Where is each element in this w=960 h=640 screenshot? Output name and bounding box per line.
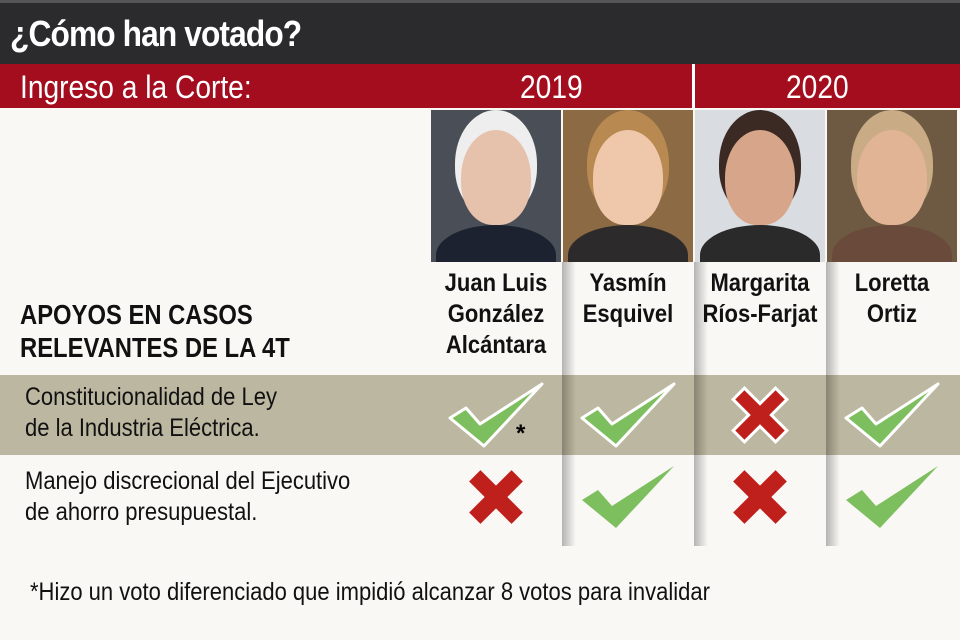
column-divider <box>694 262 708 546</box>
cross-icon <box>446 462 546 532</box>
entry-label: Ingreso a la Corte: <box>20 69 252 105</box>
year-2019: 2019 <box>520 69 583 105</box>
entry-bar: Ingreso a la Corte: 2019 2020 <box>0 64 960 108</box>
justice-photo <box>563 110 693 262</box>
check-icon <box>446 380 546 450</box>
justice-name: Juan Luis González Alcántara <box>444 269 548 359</box>
justice-name: Yasmín Esquivel <box>582 269 674 328</box>
footnote: *Hizo un voto diferenciado que impidió a… <box>30 578 710 606</box>
section-title: APOYOS EN CASOS RELEVANTES DE LA 4T <box>20 299 290 363</box>
justice-name: Margarita Ríos-Farjat <box>702 269 818 328</box>
case-label: Manejo discrecional del Ejecutivo de ahor… <box>25 467 351 526</box>
cross-icon <box>710 462 810 532</box>
justice-name: Loretta Ortiz <box>854 269 930 328</box>
case-label: Constitucionalidad de Ley de la Industria… <box>25 383 277 442</box>
column-divider <box>562 262 576 546</box>
page-title: ¿Cómo han votado? <box>10 13 302 54</box>
column-divider <box>826 262 840 546</box>
check-icon <box>842 380 942 450</box>
cross-icon <box>710 380 810 450</box>
justice-photo <box>827 110 957 262</box>
vote-note: * <box>516 420 526 447</box>
justice-photo <box>431 110 561 262</box>
title-bar: ¿Cómo han votado? <box>0 0 960 64</box>
check-icon <box>578 462 678 532</box>
year-2020: 2020 <box>786 69 849 105</box>
justice-photo <box>695 110 825 262</box>
check-icon <box>842 462 942 532</box>
check-icon <box>578 380 678 450</box>
year-divider <box>692 64 695 108</box>
